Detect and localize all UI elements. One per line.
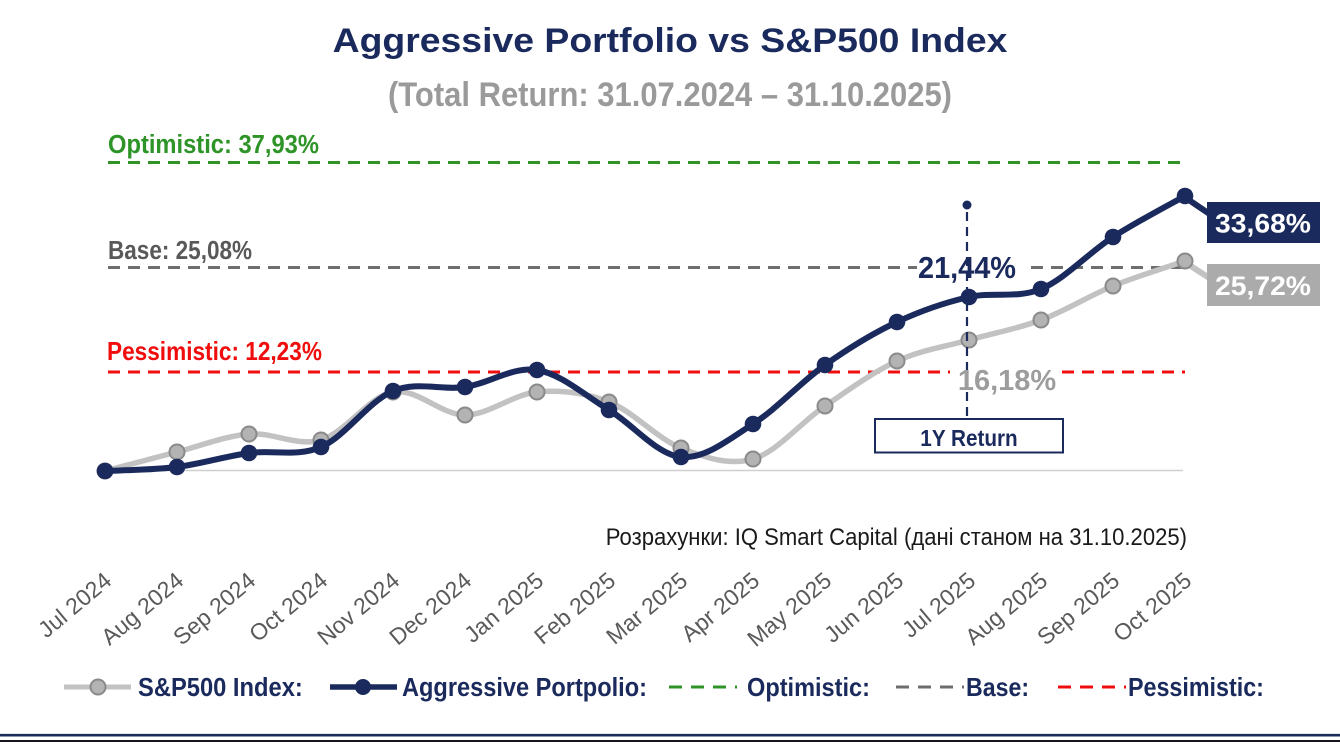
svg-text:33,68%: 33,68% <box>1215 208 1311 238</box>
svg-text:25,72%: 25,72% <box>1215 271 1311 301</box>
svg-text:1Y Return: 1Y Return <box>920 425 1017 451</box>
svg-text:Optimistic:: Optimistic: <box>747 674 870 702</box>
svg-text:Pessimistic: 12,23%: Pessimistic: 12,23% <box>107 338 322 367</box>
svg-text:Optimistic: 37,93%: Optimistic: 37,93% <box>108 130 319 159</box>
svg-text:21,44%: 21,44% <box>918 251 1016 285</box>
svg-text:Aggressive Portfolio vs S&P500: Aggressive Portfolio vs S&P500 Index <box>333 22 1008 60</box>
svg-text:Aggressive Portpolio:: Aggressive Portpolio: <box>402 674 647 702</box>
svg-text:Base: 25,08%: Base: 25,08% <box>108 237 252 266</box>
svg-text:16,18%: 16,18% <box>958 365 1057 397</box>
svg-text:(Total Return: 31.07.2024 – 31: (Total Return: 31.07.2024 – 31.10.2025) <box>388 76 952 114</box>
svg-text:Pessimistic:: Pessimistic: <box>1128 674 1264 702</box>
svg-text:S&P500 Index:: S&P500 Index: <box>138 673 303 702</box>
svg-text:Base:: Base: <box>966 674 1029 703</box>
svg-text:Розрахунки: IQ Smart Capital (: Розрахунки: IQ Smart Capital (дані стано… <box>606 523 1187 550</box>
